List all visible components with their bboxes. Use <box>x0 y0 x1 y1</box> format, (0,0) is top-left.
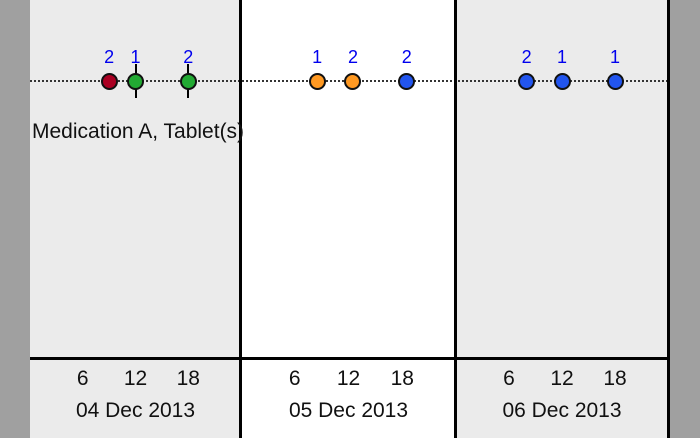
dose-marker[interactable] <box>606 72 624 90</box>
dose-quantity-label: 2 <box>401 47 412 67</box>
dose-marker[interactable] <box>553 72 571 90</box>
day-divider <box>667 0 670 438</box>
hour-tick-label: 12 <box>123 367 148 390</box>
dose-quantity-label: 2 <box>347 47 358 67</box>
hour-tick-label: 18 <box>603 367 627 390</box>
dose-marker[interactable] <box>344 72 362 90</box>
dose-marker[interactable] <box>179 72 197 90</box>
medication-label: Medication A, Tablet(s) <box>32 120 245 143</box>
hour-tick-label: 18 <box>390 367 414 390</box>
hour-tick-label: 6 <box>503 367 515 390</box>
date-label: 06 Dec 2013 <box>502 399 622 422</box>
hour-tick-label: 6 <box>288 367 301 390</box>
dose-quantity-label: 1 <box>312 47 323 67</box>
axis-baseline <box>30 357 668 360</box>
dose-quantity-label: 1 <box>556 47 568 67</box>
dose-marker[interactable] <box>518 72 536 90</box>
hour-tick-label: 18 <box>176 367 200 390</box>
day-divider <box>239 0 242 438</box>
hour-tick-label: 6 <box>76 367 89 390</box>
date-label: 04 Dec 2013 <box>75 399 196 422</box>
dose-quantity-label: 2 <box>104 47 115 67</box>
day-divider <box>454 0 457 438</box>
hour-tick-label: 12 <box>550 367 574 390</box>
dose-quantity-label: 1 <box>609 47 621 67</box>
hour-tick-label: 12 <box>336 367 361 390</box>
dose-marker[interactable] <box>308 72 326 90</box>
dose-quantity-label: 1 <box>130 47 141 67</box>
dose-marker[interactable] <box>398 72 416 90</box>
date-label: 05 Dec 2013 <box>288 399 409 422</box>
dose-marker[interactable] <box>100 72 118 90</box>
dose-quantity-label: 2 <box>521 47 532 67</box>
dose-quantity-label: 2 <box>183 47 194 67</box>
dose-marker[interactable] <box>127 72 144 90</box>
